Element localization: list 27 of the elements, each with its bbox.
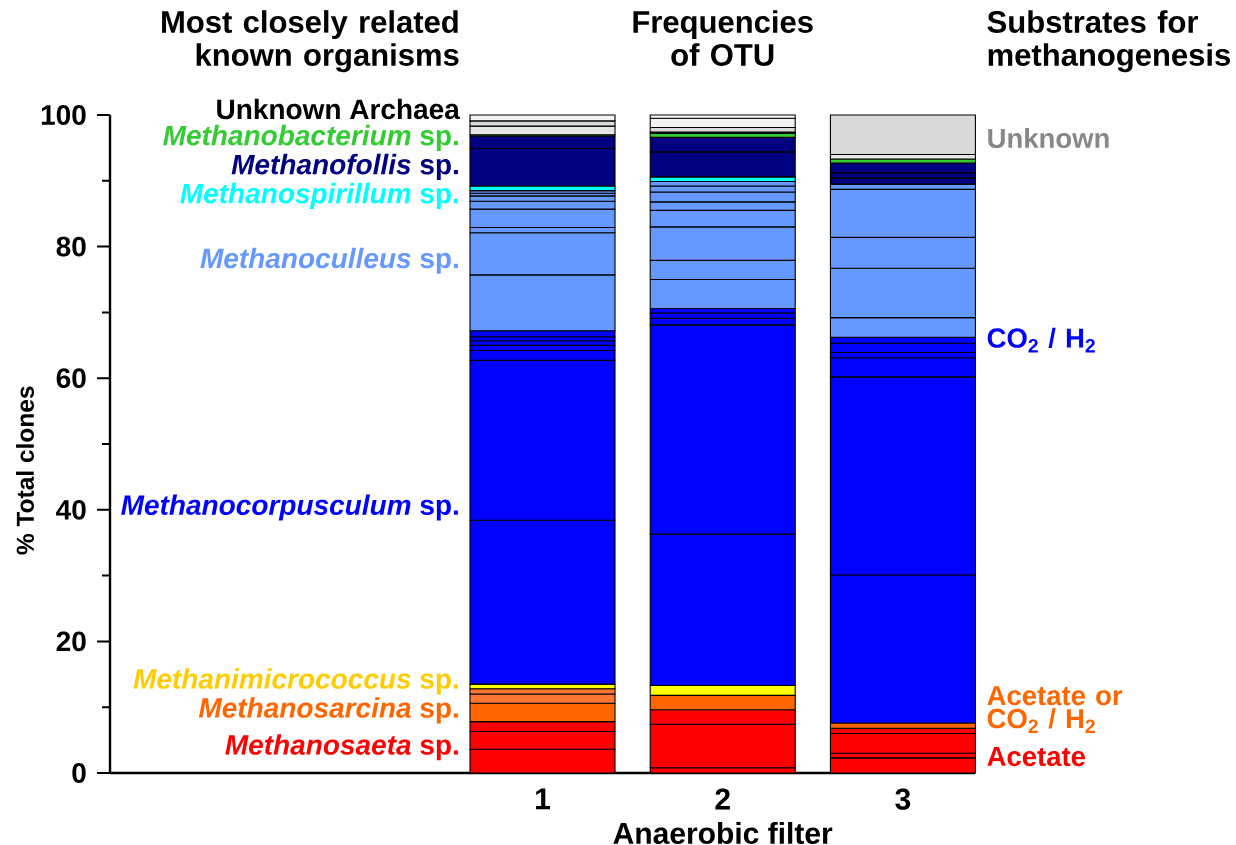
y-tick-label: 100: [41, 105, 86, 125]
series-label: Methanimicrococcus sp.: [133, 668, 458, 695]
text: Substrates for methanogenesis: [987, 10, 1230, 73]
text: Acetate: [987, 746, 1086, 767]
x-axis-title: Anaerobic filter: [613, 821, 833, 845]
text: Methanofollis sp.: [231, 153, 458, 180]
y-tick-label: 20: [56, 631, 86, 652]
y-axis-title: % Total clones: [15, 386, 34, 555]
series-label: Unknown Archaea: [217, 98, 460, 120]
text: Acetate or CO$_{2}$ / H$_{2}$: [987, 686, 1123, 733]
text: Unknown: [988, 127, 1109, 149]
x-tick-label: 2: [715, 788, 730, 810]
legend-title: Most closely related known organisms: [162, 10, 459, 73]
series-label: Methanoculleus sp.: [200, 247, 458, 274]
y-tick-label: 60: [56, 368, 86, 389]
x-tick-label: 1: [536, 788, 551, 810]
series-label: Methanosarcina sp.: [198, 697, 458, 724]
series-label: Methanosaeta sp.: [225, 734, 458, 761]
series-label: Methanospirillum sp.: [180, 182, 458, 209]
series-label: Methanobacterium sp.: [163, 124, 458, 151]
y-tick-label: 80: [56, 236, 86, 257]
chart-title: Frequencies of OTU: [633, 10, 813, 66]
y-tick-label: 40: [56, 499, 86, 520]
x-tick-label: 3: [895, 788, 911, 810]
series-label: Methanocorpusculum sp.: [121, 494, 458, 521]
y-tick-label: 0: [72, 763, 86, 783]
text: CO$_{2}$ / H$_{2}$: [987, 327, 1095, 353]
